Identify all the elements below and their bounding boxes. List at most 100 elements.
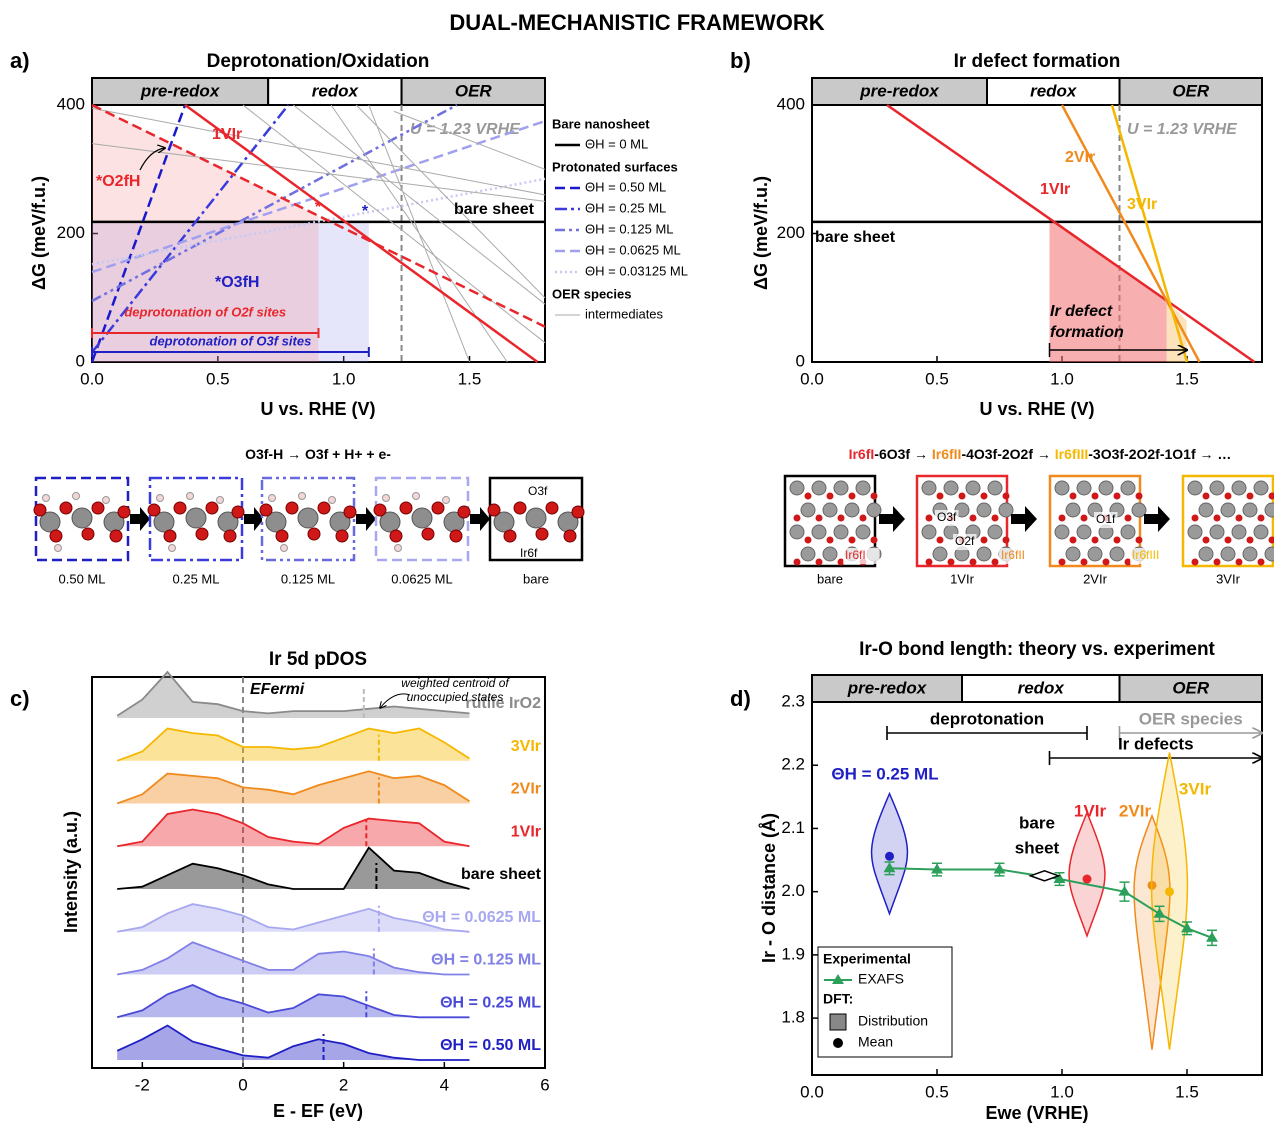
range-bar — [91, 328, 320, 338]
legend-label: Distribution — [858, 1013, 928, 1029]
atom — [1257, 558, 1265, 566]
series-line — [1060, 104, 1201, 363]
atom — [373, 503, 387, 517]
atom — [1113, 492, 1121, 500]
line-label: 1VIr — [1040, 181, 1070, 198]
dos-curve — [117, 808, 470, 848]
violin-label: 2VIr — [1119, 801, 1152, 820]
band — [961, 674, 1121, 703]
band-label: redox — [312, 81, 360, 100]
atom — [870, 536, 878, 544]
y-axis-title: Intensity (a.u.) — [61, 811, 81, 933]
line-label: 3VIr — [1127, 196, 1157, 213]
atom — [195, 527, 209, 541]
frame-caption: 0.125 ML — [281, 571, 335, 586]
atom — [1202, 492, 1210, 500]
y-tick-label: 400 — [777, 94, 805, 113]
atom — [1224, 536, 1232, 544]
atom — [1191, 514, 1199, 522]
x-axis-title: Ewe (VRHE) — [985, 1103, 1088, 1123]
atom — [833, 480, 849, 496]
atom — [1076, 524, 1092, 540]
atom — [1231, 524, 1247, 540]
reference-label: U = 1.23 VRHE — [1127, 121, 1238, 138]
violin-label: ΘH = 0.25 ML — [831, 764, 938, 783]
atom — [1235, 558, 1243, 566]
step-arrow — [1144, 506, 1170, 532]
curve-fill — [117, 847, 470, 889]
dos-curve — [117, 846, 470, 890]
atom — [943, 480, 959, 496]
atom — [297, 507, 319, 529]
atom — [1002, 492, 1010, 500]
y-tick-label: 1.8 — [781, 1008, 805, 1027]
atom-label: O3f — [937, 510, 957, 524]
atom-label: Ir6fII — [1001, 548, 1025, 562]
atom — [449, 529, 463, 543]
atom — [168, 544, 176, 552]
dos-curve — [116, 770, 470, 805]
x-tick-label: 1.0 — [1050, 1082, 1074, 1101]
y-axis-title: Ir - O distance (Å) — [759, 813, 779, 963]
equation: Ir6fI-6O3f → Ir6fII-4O3f-2O2f → Ir6fIII-… — [849, 446, 1232, 462]
step-arrow — [470, 507, 490, 531]
atom — [259, 503, 273, 517]
atom — [815, 514, 823, 522]
band — [811, 77, 988, 106]
atom — [804, 492, 812, 500]
violin-mean — [1082, 874, 1092, 884]
atom — [1069, 536, 1077, 544]
bare-label: sheet — [1015, 838, 1060, 857]
legend-title: Protonated surfaces — [552, 159, 678, 174]
curve-label: rutile IrO2 — [465, 695, 541, 712]
atom — [1102, 558, 1110, 566]
atom — [1268, 536, 1274, 544]
atom — [837, 558, 845, 566]
equation: O3f-H → O3f + H+ + e- — [245, 446, 391, 462]
atom — [513, 501, 527, 515]
annotation: * — [315, 199, 322, 216]
legend-label: ΘH = 0.0625 ML — [585, 242, 681, 257]
atom — [1054, 524, 1070, 540]
arrow — [1048, 343, 1188, 357]
atom — [1209, 524, 1225, 540]
label-bg — [1094, 512, 1118, 528]
atom — [109, 529, 123, 543]
atom — [987, 480, 1003, 496]
atom — [545, 501, 559, 515]
atom — [793, 558, 801, 566]
atom — [826, 492, 834, 500]
x-axis-title: U vs. RHE (V) — [979, 399, 1094, 419]
figure-title: DUAL-MECHANISTIC FRAMEWORK — [449, 10, 824, 35]
atom — [156, 494, 164, 502]
label-bg — [1130, 548, 1180, 564]
frame-caption: 0.50 ML — [59, 571, 106, 586]
x-tick-label: 4 — [440, 1075, 449, 1094]
violin — [1068, 810, 1106, 939]
atom — [153, 511, 175, 533]
curve-label: ΘH = 0.125 ML — [431, 952, 541, 969]
panel-letter: b) — [730, 48, 751, 73]
atom — [1058, 514, 1066, 522]
x-tick-label: 0.5 — [925, 369, 949, 388]
atom — [1198, 546, 1214, 562]
atom-label: O3f — [528, 484, 548, 498]
atom — [117, 505, 131, 519]
atom — [163, 529, 177, 543]
x-tick-label: 1.5 — [458, 369, 482, 388]
band-label: OER — [1172, 678, 1210, 697]
panel-letter: a) — [10, 48, 30, 73]
atom — [837, 514, 845, 522]
series-line — [91, 103, 546, 328]
atom — [921, 524, 937, 540]
violin — [1133, 813, 1171, 1050]
atom — [800, 546, 816, 562]
equation-part: -6O3f → — [874, 446, 932, 462]
atom — [379, 511, 401, 533]
curve-label: 1VIr — [511, 823, 541, 840]
plot-frame — [811, 701, 1263, 1076]
arrow-label: formation — [1050, 324, 1124, 341]
atom — [563, 529, 577, 543]
atom-label: Ir6fIII — [1132, 548, 1159, 562]
atom — [285, 501, 299, 515]
